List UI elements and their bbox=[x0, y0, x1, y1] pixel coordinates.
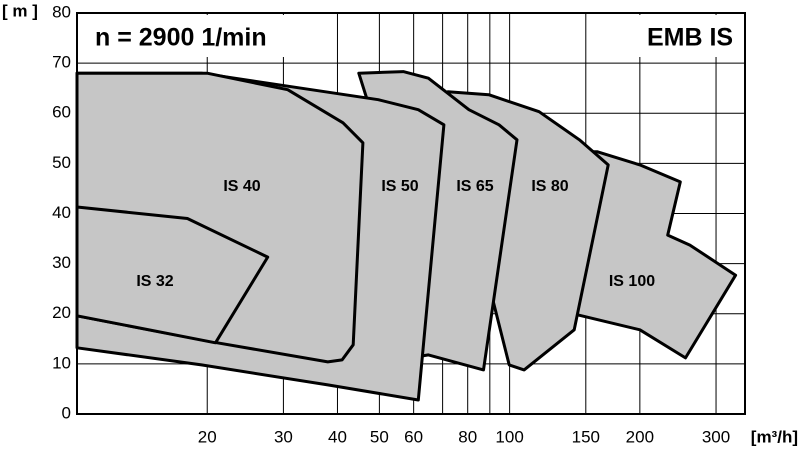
y-tick-label: 30 bbox=[52, 253, 71, 272]
y-tick-label: 60 bbox=[52, 103, 71, 122]
chart-subtitle: EMB IS bbox=[647, 24, 733, 52]
x-tick-label: 40 bbox=[328, 427, 347, 446]
x-tick-label: 80 bbox=[458, 427, 477, 446]
region-label: IS 50 bbox=[381, 178, 418, 195]
x-tick-label: 30 bbox=[274, 427, 293, 446]
y-tick-label: 50 bbox=[52, 153, 71, 172]
plot-frame bbox=[76, 12, 746, 415]
region-label: IS 40 bbox=[223, 178, 260, 195]
region-label: IS 100 bbox=[609, 273, 655, 290]
y-axis-label: [ m ] bbox=[2, 1, 38, 20]
x-tick-label: 200 bbox=[626, 427, 654, 446]
x-axis-label: [m³/h] bbox=[751, 427, 798, 446]
x-tick-label: 60 bbox=[404, 427, 423, 446]
region-label: IS 32 bbox=[136, 273, 173, 290]
chart-title: n = 2900 1/min bbox=[95, 24, 267, 52]
y-tick-label: 80 bbox=[52, 2, 71, 21]
title-box bbox=[79, 15, 324, 57]
title-box bbox=[600, 15, 743, 57]
x-tick-label: 100 bbox=[495, 427, 523, 446]
y-tick-label: 40 bbox=[52, 203, 71, 222]
region-label: IS 65 bbox=[456, 178, 493, 195]
x-tick-label: 150 bbox=[572, 427, 600, 446]
region-label: IS 80 bbox=[531, 178, 568, 195]
x-tick-label: 300 bbox=[702, 427, 730, 446]
y-tick-label: 0 bbox=[62, 403, 71, 422]
y-tick-label: 10 bbox=[52, 353, 71, 372]
y-tick-label: 20 bbox=[52, 303, 71, 322]
x-tick-label: 50 bbox=[370, 427, 389, 446]
y-tick-label: 70 bbox=[52, 53, 71, 72]
x-tick-label: 20 bbox=[198, 427, 217, 446]
